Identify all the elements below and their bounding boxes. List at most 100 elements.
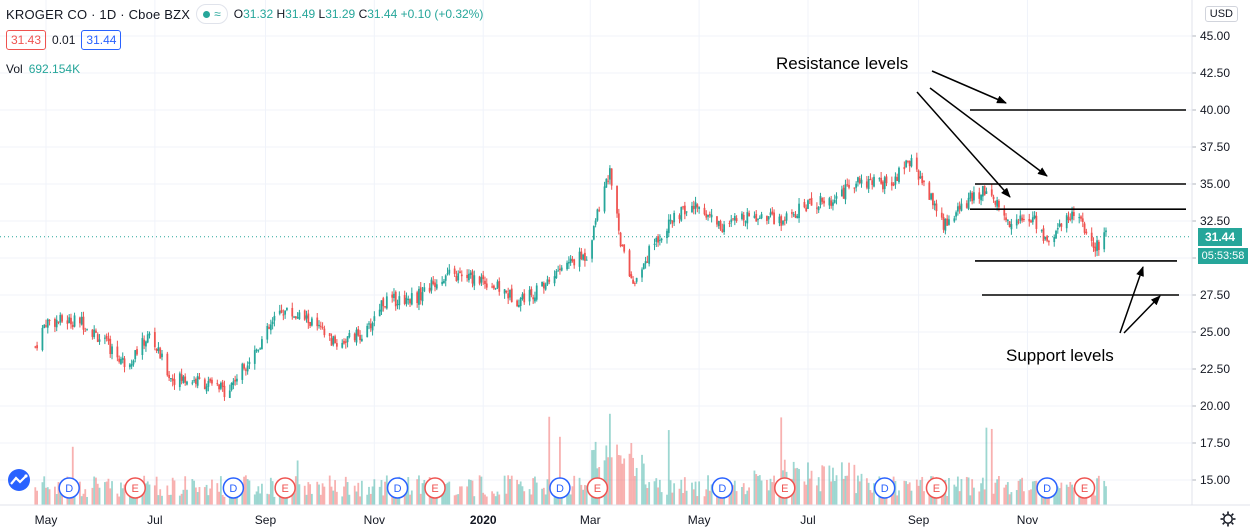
candle-body	[823, 200, 825, 204]
candle-body	[480, 277, 483, 283]
symbol-title[interactable]: KROGER CO · 1D · Cboe BZX	[6, 6, 191, 22]
candle-body	[36, 345, 38, 349]
candle-body	[532, 297, 535, 300]
earnings-marker[interactable]: E	[274, 477, 296, 499]
earnings-marker[interactable]: E	[424, 477, 446, 499]
candle-body	[310, 318, 313, 326]
candle-body	[994, 200, 997, 205]
dividend-marker[interactable]: D	[873, 477, 896, 499]
candle-body	[271, 321, 274, 325]
bid-button[interactable]: 31.43	[6, 30, 47, 50]
candle-body	[1090, 232, 1093, 242]
candle-body	[207, 380, 210, 387]
dividend-marker[interactable]: D	[58, 477, 80, 499]
candle-body	[328, 333, 331, 336]
x-tick-label: Jul	[147, 513, 162, 527]
volume-bar	[43, 476, 46, 505]
ask-button[interactable]: 31.44	[81, 30, 122, 50]
countdown-tag: 05:53:58	[1198, 248, 1248, 264]
level-lines	[970, 109, 1186, 296]
volume-bar	[266, 493, 269, 505]
candle-body	[93, 329, 96, 338]
candle-body	[908, 161, 911, 167]
dividend-marker[interactable]: D	[1036, 477, 1058, 499]
candle-body	[120, 358, 122, 364]
dividend-marker[interactable]: D	[711, 477, 734, 499]
candle-body	[98, 339, 101, 342]
volume-bar	[898, 490, 900, 505]
volume-value: 692.154K	[28, 62, 81, 76]
volume-bar	[355, 491, 358, 505]
dividend-marker[interactable]: D	[222, 477, 245, 499]
candle-body	[341, 342, 344, 348]
earnings-marker[interactable]: E	[124, 477, 146, 499]
candle-body	[1008, 221, 1011, 228]
volume-bar	[990, 428, 993, 505]
volume-bar	[46, 487, 49, 505]
dividend-marker[interactable]: D	[549, 477, 571, 499]
volume-bar	[1030, 489, 1032, 505]
candle-body	[305, 315, 308, 319]
earnings-marker[interactable]: E	[925, 477, 948, 499]
volume-bar	[193, 480, 196, 505]
candle-body	[981, 185, 984, 197]
volume-bar	[642, 463, 645, 505]
candle-body	[91, 329, 94, 337]
event-label: D	[718, 483, 726, 495]
volume-bar	[678, 488, 681, 505]
candle-body	[808, 198, 811, 201]
candle-body	[773, 212, 775, 224]
volume-bar	[469, 479, 472, 505]
resistance-arrow	[931, 70, 1007, 104]
candle-body	[785, 213, 788, 221]
volume-bar	[509, 479, 511, 505]
candle-body	[241, 363, 244, 380]
volume-bar	[805, 484, 808, 505]
candle-body	[266, 325, 269, 340]
candle-body	[571, 259, 574, 262]
volume-bar	[253, 494, 256, 505]
candle-body	[867, 179, 870, 189]
candle-body	[219, 382, 222, 389]
volume-bar	[318, 484, 320, 505]
volume-bar	[658, 479, 661, 505]
candle-body	[842, 187, 845, 199]
candle-body	[940, 212, 943, 218]
candles	[34, 152, 1107, 401]
candle-body	[608, 168, 611, 180]
earnings-marker[interactable]: E	[586, 477, 609, 499]
volume-bar	[808, 478, 811, 505]
volume-bar	[1067, 486, 1070, 505]
candle-body	[666, 230, 668, 239]
candle-body	[382, 298, 385, 307]
y-tick-label: 32.50	[1200, 214, 1230, 228]
currency-button[interactable]: USD	[1204, 6, 1238, 22]
volume-bar	[967, 477, 970, 505]
volume-bar	[619, 455, 622, 505]
volume-bar	[278, 495, 281, 505]
dividend-marker[interactable]: D	[386, 477, 409, 499]
candle-body	[917, 170, 920, 180]
earnings-marker[interactable]: E	[1073, 477, 1096, 499]
earnings-marker[interactable]: E	[774, 477, 796, 499]
candle-body	[84, 330, 87, 332]
volume-bar	[170, 494, 172, 505]
volume-bar	[915, 479, 918, 505]
candle-body	[657, 236, 659, 243]
candle-body	[384, 306, 386, 308]
status-pill[interactable]: ≈	[196, 4, 228, 24]
candle-body	[596, 209, 599, 221]
annotation-arrows	[916, 70, 1161, 334]
candle-body	[444, 275, 447, 281]
volume-bar	[1065, 484, 1068, 505]
volume-bar	[203, 487, 206, 505]
candle-body	[446, 273, 449, 275]
volume-bar	[435, 496, 438, 505]
candle-body	[409, 299, 411, 304]
candle-body	[491, 286, 494, 288]
tradingview-logo-icon[interactable]	[6, 469, 32, 491]
gear-icon[interactable]	[1220, 511, 1236, 527]
candle-body	[459, 271, 461, 274]
candle-body	[286, 307, 288, 310]
event-label: E	[281, 483, 288, 495]
